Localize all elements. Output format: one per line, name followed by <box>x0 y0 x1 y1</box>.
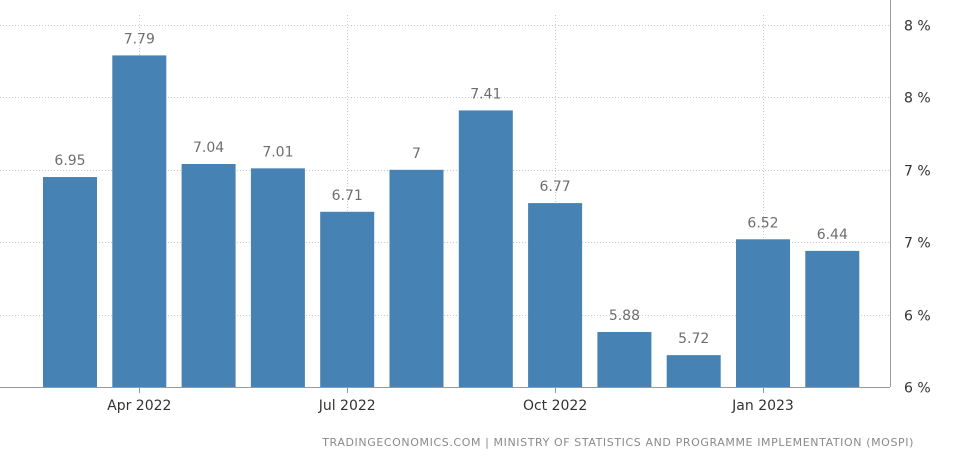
data-label: 6.77 <box>540 179 571 195</box>
y-tick-label: 8 % <box>904 19 931 35</box>
bars-layer <box>43 55 860 388</box>
x-tick-label: Jul 2022 <box>318 398 376 414</box>
y-tick-label: 8 % <box>904 91 931 107</box>
y-tick-label: 7 % <box>904 164 931 180</box>
bar <box>805 250 860 387</box>
data-label: 6.44 <box>817 227 848 243</box>
bar <box>597 331 652 387</box>
bar <box>43 177 97 387</box>
x-tick-label: Jan 2023 <box>731 398 794 414</box>
data-label: 7 <box>412 146 421 162</box>
data-label: 7.41 <box>470 86 501 102</box>
bar <box>320 211 375 387</box>
bar <box>736 239 790 387</box>
bar <box>666 355 721 387</box>
data-label: 6.71 <box>332 188 363 204</box>
data-label: 5.72 <box>678 331 709 347</box>
inflation-bar-chart: 6.95 7.79 7.04 7.01 6.71 7 7.41 6.77 5.88 5.72 6.5… <box>0 0 931 414</box>
bar <box>389 169 444 387</box>
data-labels-layer: 6.95 7.79 7.04 7.01 6.71 7 7.41 6.77 5.88 5.72 6.5… <box>54 31 848 347</box>
bar <box>250 168 305 387</box>
x-tick-label: Oct 2022 <box>523 398 587 414</box>
bar <box>528 203 583 387</box>
source-attribution: TRADINGECONOMICS.COM | MINISTRY OF STATI… <box>322 436 914 449</box>
data-label: 7.04 <box>193 140 224 156</box>
y-tick-label: 6 % <box>904 309 931 325</box>
bar <box>112 55 167 388</box>
bar <box>458 110 513 387</box>
data-label: 5.88 <box>609 308 640 324</box>
y-tick-label: 7 % <box>904 236 931 252</box>
data-label: 6.52 <box>747 215 778 231</box>
y-tick-label: 6 % <box>904 381 931 397</box>
axis-layer: 6 % 6 % 7 % 7 % 8 % 8 % Apr 2022 Jul 2022 Oct 20… <box>0 0 931 414</box>
data-label: 7.01 <box>262 144 293 160</box>
data-label: 6.95 <box>54 153 85 169</box>
x-tick-label: Apr 2022 <box>107 398 171 414</box>
bar <box>181 164 236 387</box>
data-label: 7.79 <box>124 31 155 47</box>
